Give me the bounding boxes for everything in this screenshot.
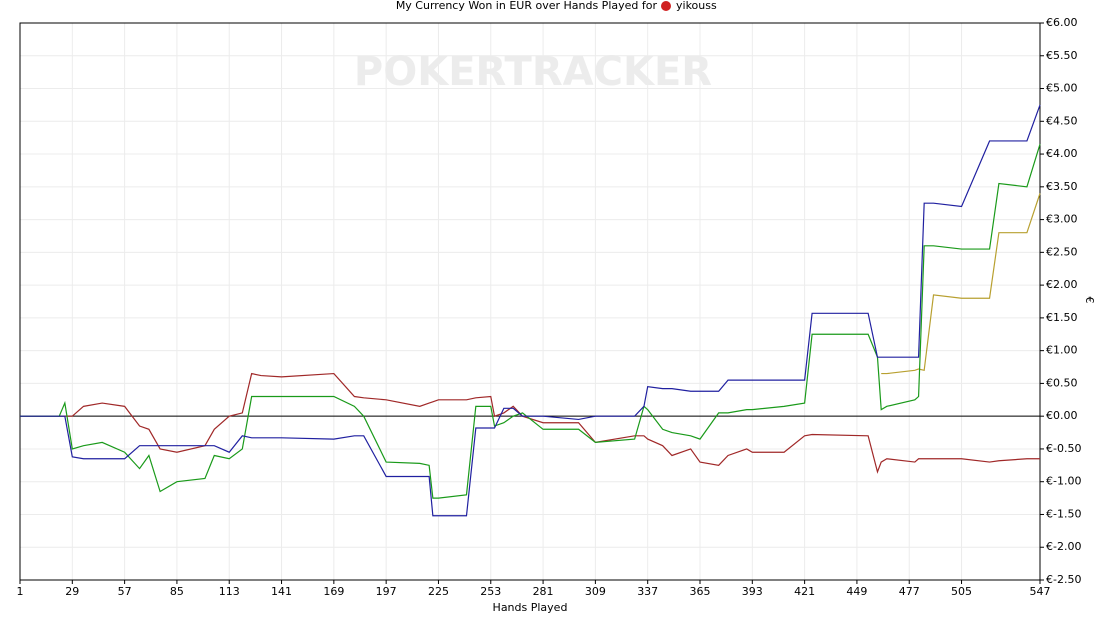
watermark: POKERTRACKER <box>354 49 712 95</box>
y-tick-label: €0.50 <box>1046 376 1078 389</box>
player-name: yikouss <box>676 0 717 12</box>
x-tick-label: 197 <box>376 585 397 598</box>
x-tick-label: 309 <box>585 585 606 598</box>
x-tick-label: 169 <box>323 585 344 598</box>
x-tick-label: 253 <box>480 585 501 598</box>
y-tick-label: €3.50 <box>1046 180 1078 193</box>
x-tick-label: 57 <box>118 585 132 598</box>
chart-title: My Currency Won in EUR over Hands Played… <box>396 0 658 12</box>
x-tick-label: 337 <box>637 585 658 598</box>
x-tick-label: 113 <box>219 585 240 598</box>
series-line <box>20 372 1040 474</box>
y-tick-label: €5.50 <box>1046 49 1078 62</box>
x-tick-label: 141 <box>271 585 292 598</box>
x-tick-label: 85 <box>170 585 184 598</box>
series-line <box>20 144 1041 499</box>
y-tick-label: €4.00 <box>1046 147 1078 160</box>
x-tick-label: 547 <box>1030 585 1051 598</box>
x-tick-label: 281 <box>533 585 554 598</box>
x-tick-label: 421 <box>794 585 815 598</box>
y-tick-label: €1.50 <box>1046 311 1078 324</box>
plot-frame <box>19 22 1041 581</box>
x-axis-label: Hands Played <box>493 601 568 614</box>
y-tick-label: €-1.00 <box>1046 475 1081 488</box>
x-tick-label: 393 <box>742 585 763 598</box>
series-line <box>20 104 1041 517</box>
x-tick-label: 225 <box>428 585 449 598</box>
y-tick-label: €-0.50 <box>1046 442 1081 455</box>
y-tick-label: €-2.50 <box>1046 573 1081 586</box>
x-tick-label: 449 <box>846 585 867 598</box>
series-line <box>881 193 1041 375</box>
y-tick-label: €6.00 <box>1046 16 1078 29</box>
y-tick-label: €1.00 <box>1046 344 1078 357</box>
y-tick-label: €2.50 <box>1046 245 1078 258</box>
y-tick-label: €3.00 <box>1046 213 1078 226</box>
x-tick-label: 477 <box>899 585 920 598</box>
x-tick-label: 365 <box>690 585 711 598</box>
y-tick-label: €0.00 <box>1046 409 1078 422</box>
y-axis-label: € <box>1083 297 1096 304</box>
y-tick-label: €2.00 <box>1046 278 1078 291</box>
player-icon <box>661 1 671 11</box>
y-tick-label: €-2.00 <box>1046 540 1081 553</box>
y-tick-label: €5.00 <box>1046 82 1078 95</box>
x-tick-label: 505 <box>951 585 972 598</box>
x-tick-label: 1 <box>17 585 24 598</box>
y-tick-label: €-1.50 <box>1046 507 1081 520</box>
x-tick-label: 29 <box>65 585 79 598</box>
y-tick-label: €4.50 <box>1046 114 1078 127</box>
